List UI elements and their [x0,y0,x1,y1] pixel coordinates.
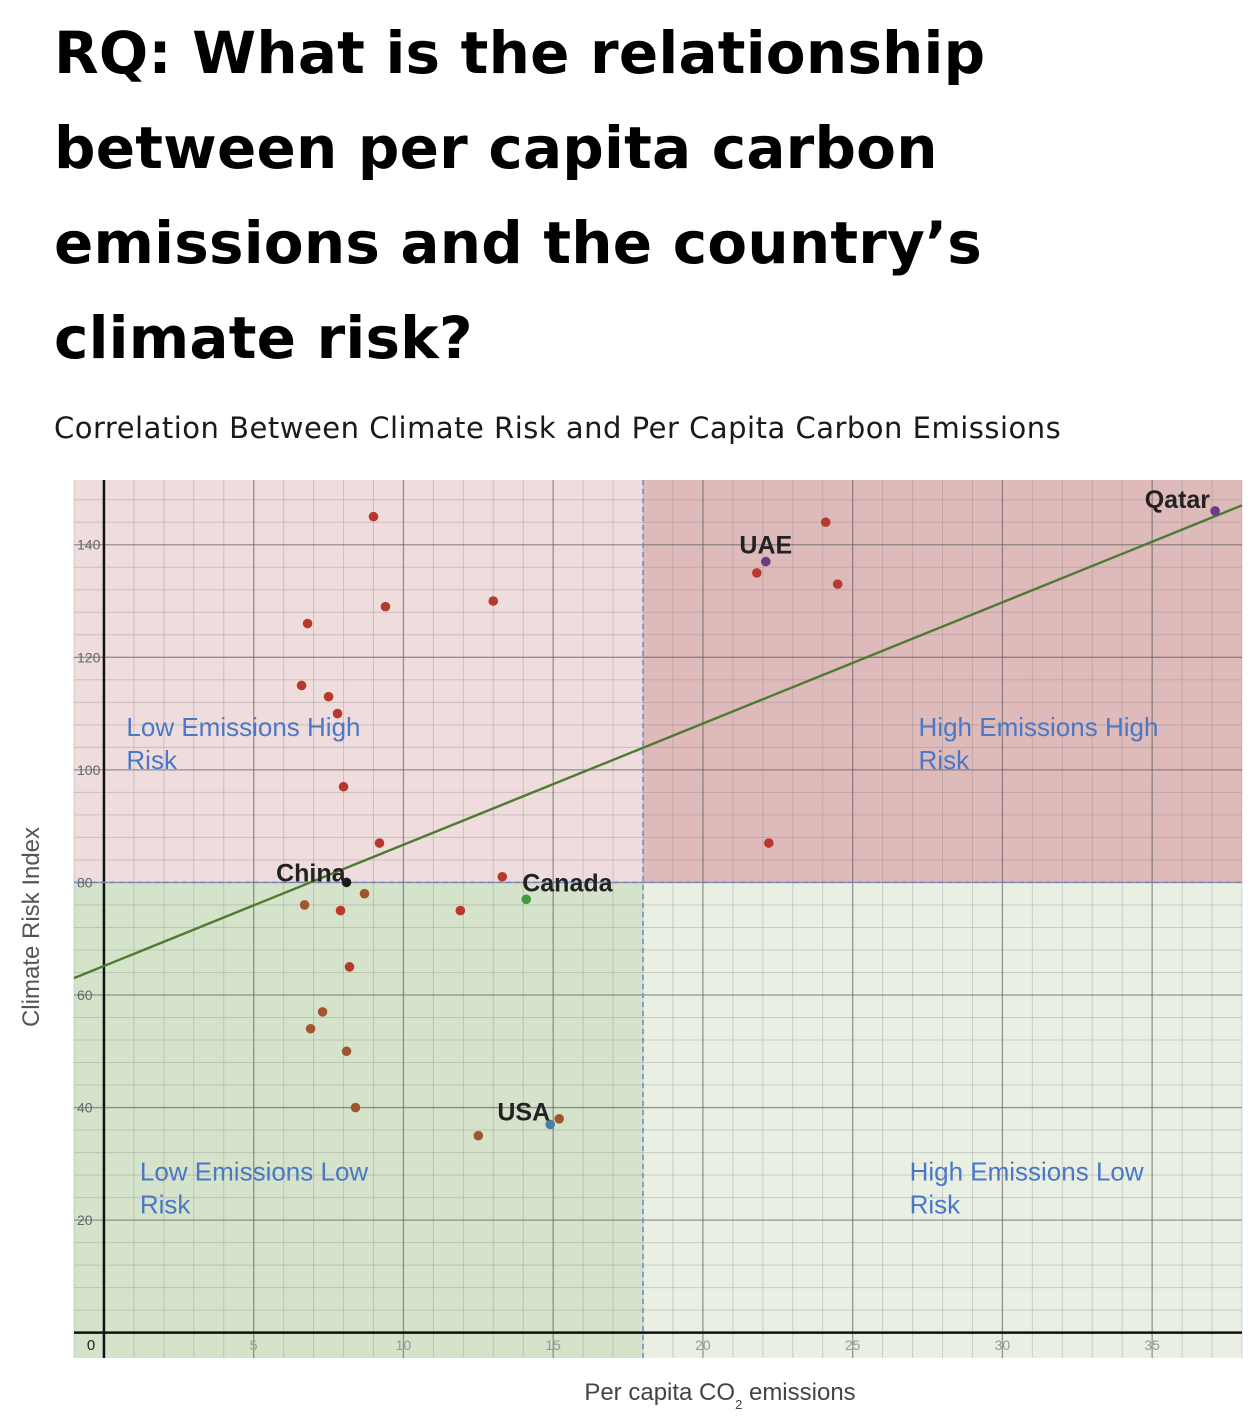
data-point [344,962,355,972]
data-point-usa [545,1119,555,1130]
data-point [764,838,774,848]
data-point [338,781,349,792]
quadrant-label-line: Risk [140,1190,192,1220]
y-tick-label: 80 [77,874,93,890]
quadrant-label-line: Low Emissions High [126,712,360,742]
y-axis-title: Climate Risk Index [18,827,45,1027]
point-label-qatar: Qatar [1145,486,1211,514]
x-tick-label: 15 [545,1337,561,1353]
data-point [832,579,843,589]
y-tick-label: 120 [77,649,101,665]
trendline [73,504,1243,980]
point-label-canada: Canada [522,869,613,897]
data-point [455,905,466,916]
x-tick-label: 5 [250,1337,258,1353]
data-point [820,517,831,528]
y-tick-label: 100 [77,762,101,778]
quadrant-label-line: High Emissions Low [910,1157,1144,1187]
data-point [305,1023,316,1034]
point-label-china: China [276,859,347,887]
quadrant-label-line: High Emissions High [919,712,1159,742]
data-point [359,888,370,899]
quadrant-label-line: Low Emissions Low [140,1157,369,1187]
y-tick-label: 20 [77,1212,93,1228]
quadrant-label: High Emissions Low Risk [910,1157,1144,1220]
quadrant-label-line: Risk [919,745,971,775]
data-point [302,618,313,629]
y-tick-label: 60 [77,987,93,1003]
x-tick-label: 25 [845,1337,861,1353]
x-axis-title: Per capita CO2 emissions [584,1379,855,1412]
quadrant-high-emissions-low-risk [643,882,1242,1358]
point-label-usa: USA [497,1098,550,1126]
x-tick-label: 30 [995,1337,1011,1353]
data-point [473,1130,484,1141]
y-tick-label: 140 [77,537,101,553]
data-point [554,1114,564,1124]
quadrant-label: Low Emissions High Risk [126,712,360,775]
quadrant-high-emissions-high-risk [643,480,1242,883]
data-point-qatar [1210,506,1220,516]
y-tick-label: 40 [77,1100,93,1116]
quadrant-label: Low Emissions Low Risk [140,1157,369,1220]
data-point [335,905,346,916]
data-point [488,596,499,606]
chart-subtitle: Correlation Between Climate Risk and Per… [54,411,1062,445]
page-title: RQ: What is the relationship between per… [54,19,986,372]
data-point [317,1007,328,1017]
data-point [332,708,343,719]
quadrant-label: High Emissions High Risk [919,712,1159,775]
x-tick-label: 35 [1144,1337,1160,1353]
data-point [323,691,334,702]
x-tick-label: 20 [695,1337,711,1353]
data-point-canada [521,894,532,905]
x-tick-label: 0 [87,1337,95,1354]
quadrant-label-line: Risk [126,745,178,775]
x-tick-label: 10 [396,1337,412,1353]
data-point [380,601,391,612]
data-point [299,900,310,910]
point-label-uae: UAE [739,532,792,560]
data-point [752,568,762,578]
data-point-uae [761,556,771,567]
quadrant-label-line: Risk [910,1190,962,1220]
data-point [368,511,379,522]
data-point-china [341,877,352,888]
data-point [350,1102,361,1113]
data-point [296,680,307,691]
data-point [374,838,385,848]
data-point [341,1046,352,1057]
quadrant-low-emissions-high-risk [74,480,644,883]
data-point [497,871,508,882]
